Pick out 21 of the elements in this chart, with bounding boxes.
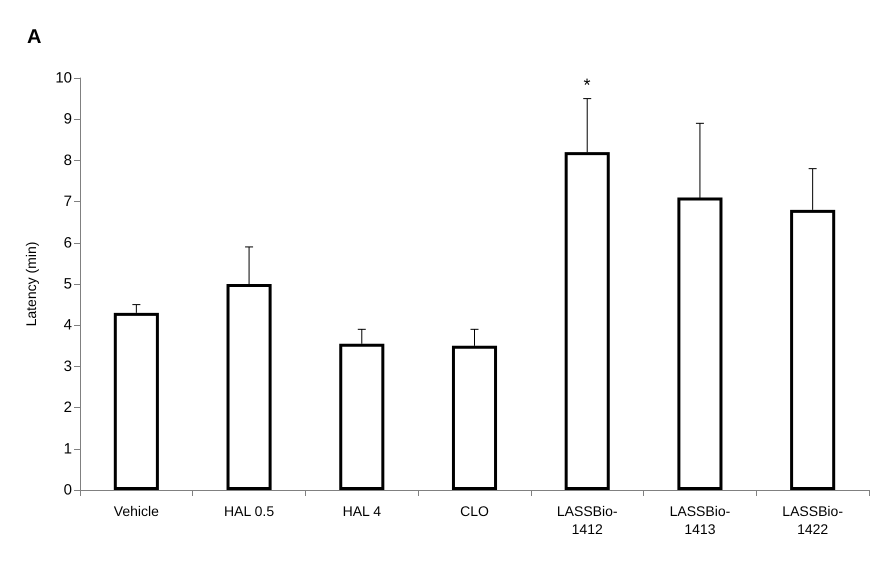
- x-tick-label: CLO: [460, 503, 489, 519]
- y-tick-label: 10: [55, 70, 72, 86]
- y-tick-label: 3: [64, 358, 72, 375]
- annotation: *: [583, 75, 591, 95]
- y-tick-label: 7: [64, 193, 72, 210]
- y-tick-label: 4: [64, 316, 72, 334]
- x-tick-label: LASSBio- 1422: [782, 503, 844, 537]
- y-tick-label: 0: [64, 482, 72, 498]
- x-tick-label: LASSBio- 1412: [556, 503, 618, 537]
- y-tick-label: 1: [64, 440, 72, 458]
- x-tick-label: LASSBio- 1413: [670, 503, 731, 537]
- x-tick-label: HAL 0.5: [224, 503, 274, 519]
- x-tick-label: HAL 4: [342, 503, 382, 519]
- y-tick-label: 6: [64, 234, 72, 252]
- chart-title: A: [27, 26, 42, 48]
- y-tick-label: 2: [64, 399, 72, 416]
- y-tick-label: 5: [64, 276, 72, 292]
- y-tick-label: 9: [64, 110, 72, 128]
- y-tick-label: 8: [64, 152, 72, 169]
- x-tick-label: Vehicle: [114, 503, 160, 519]
- y-axis-title: Latency (min): [23, 242, 39, 326]
